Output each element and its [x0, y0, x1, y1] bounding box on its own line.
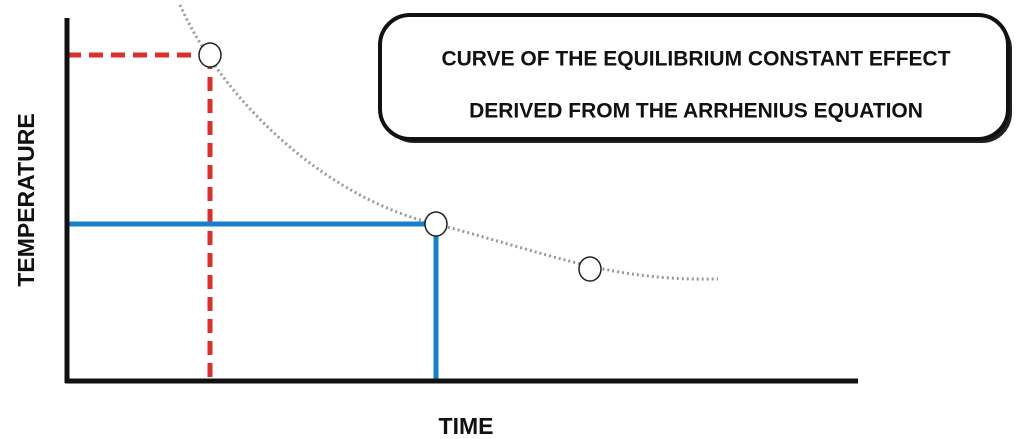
curve [178, 4, 719, 281]
y-axis-label: TEMPERATURE [13, 113, 39, 286]
title-line: DERIVED FROM THE ARRHENIUS EQUATION [469, 100, 923, 123]
point [198, 42, 222, 68]
x-axis-label: TIME [439, 413, 494, 439]
title-box [378, 13, 1010, 141]
title-line: CURVE OF THE EQUILIBRIUM CONSTANT EFFECT [441, 48, 950, 71]
point [578, 256, 602, 282]
point [424, 211, 448, 237]
